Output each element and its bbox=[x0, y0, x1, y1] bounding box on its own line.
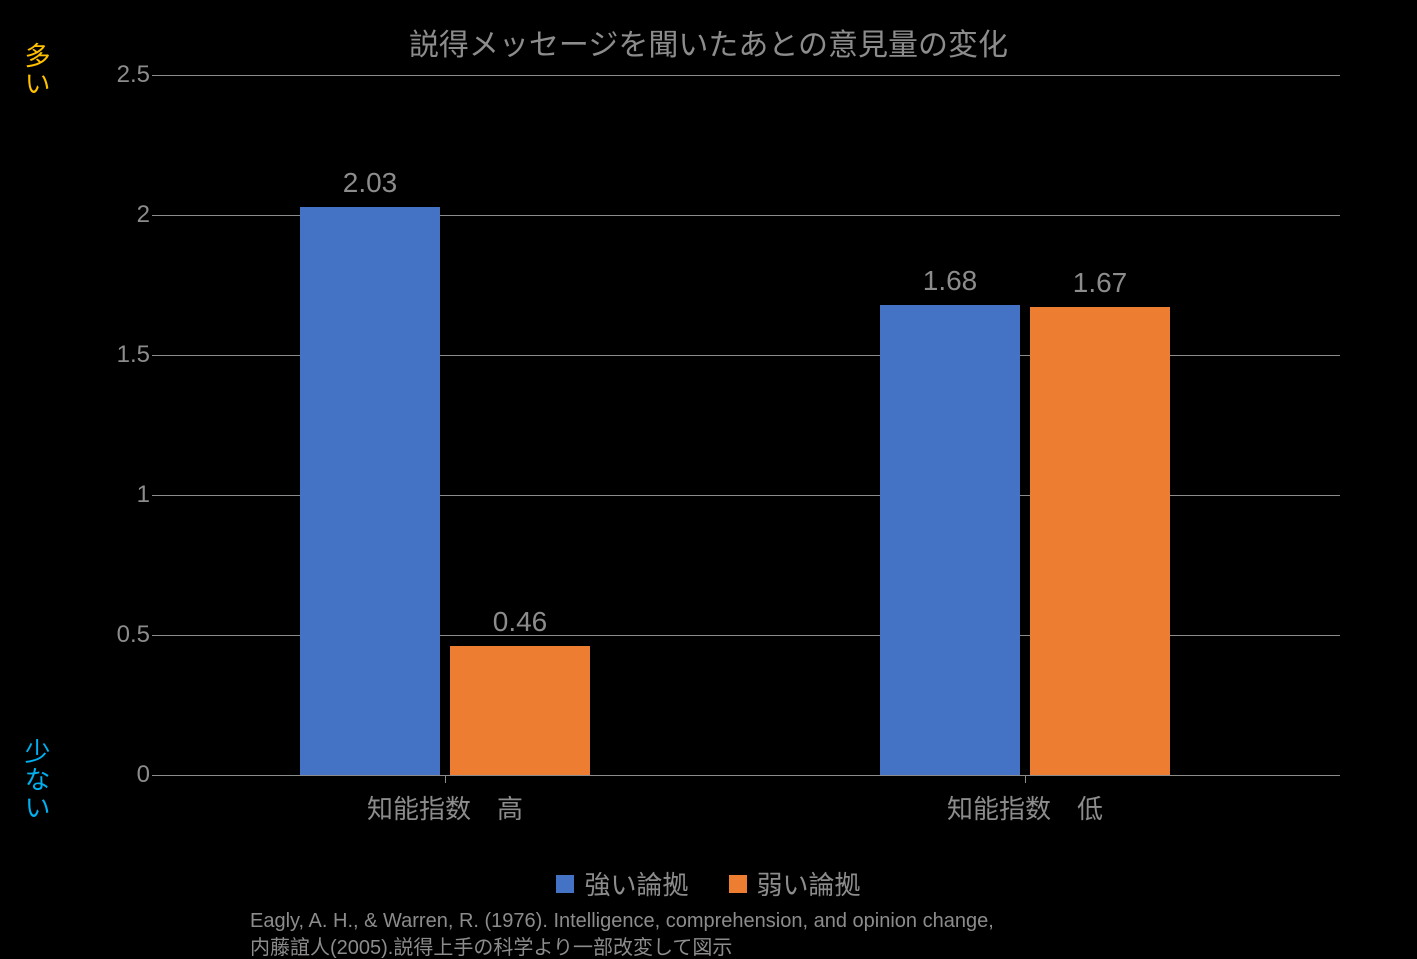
ytick-label: 1 bbox=[70, 481, 150, 509]
citation-line-2: 内藤誼人(2005).説得上手の科学より一部改変して図示 bbox=[250, 935, 994, 959]
legend-item: 強い論拠 bbox=[556, 865, 688, 902]
bar-value-label: 0.46 bbox=[440, 606, 600, 638]
ytick-label: 1.5 bbox=[70, 341, 150, 369]
legend-swatch bbox=[729, 875, 747, 893]
legend-item: 弱い論拠 bbox=[729, 865, 861, 902]
citation-line-1: Eagly, A. H., & Warren, R. (1976). Intel… bbox=[250, 908, 994, 935]
bar-value-label: 2.03 bbox=[290, 167, 450, 199]
legend-swatch bbox=[556, 875, 574, 893]
ytick-label: 2.5 bbox=[70, 61, 150, 89]
chart-container: 説得メッセージを聞いたあとの意見量の変化 多い 少ない 2.03 0.46 1.68… bbox=[0, 0, 1417, 959]
ytick-mark bbox=[152, 215, 160, 216]
bar bbox=[450, 646, 590, 775]
ytick-mark bbox=[152, 355, 160, 356]
citation: Eagly, A. H., & Warren, R. (1976). Intel… bbox=[250, 908, 994, 959]
legend-label: 弱い論拠 bbox=[757, 865, 861, 902]
bar bbox=[1030, 307, 1170, 775]
gridline bbox=[160, 75, 1340, 76]
ytick-label: 0.5 bbox=[70, 621, 150, 649]
xtick-label: 知能指数 高 bbox=[295, 789, 595, 826]
xtick-mark bbox=[1025, 775, 1026, 783]
ytick-label: 2 bbox=[70, 201, 150, 229]
chart-title: 説得メッセージを聞いたあとの意見量の変化 bbox=[0, 20, 1417, 64]
xtick-mark bbox=[445, 775, 446, 783]
ytick-mark bbox=[152, 635, 160, 636]
y-axis-annotation-low: 少ない bbox=[18, 738, 55, 822]
bar-value-label: 1.67 bbox=[1020, 267, 1180, 299]
ytick-label: 0 bbox=[70, 761, 150, 789]
bar bbox=[300, 207, 440, 775]
ytick-mark bbox=[152, 495, 160, 496]
plot-area: 2.030.461.681.67知能指数 高知能指数 低 bbox=[160, 75, 1340, 775]
bar-value-label: 1.68 bbox=[870, 265, 1030, 297]
ytick-mark bbox=[152, 75, 160, 76]
legend: 強い論拠 弱い論拠 bbox=[0, 865, 1417, 902]
legend-label: 強い論拠 bbox=[584, 865, 688, 902]
xtick-label: 知能指数 低 bbox=[875, 789, 1175, 826]
bar bbox=[880, 305, 1020, 775]
ytick-mark bbox=[152, 775, 160, 776]
y-axis-annotation-high: 多い bbox=[18, 42, 55, 98]
gridline bbox=[160, 775, 1340, 776]
